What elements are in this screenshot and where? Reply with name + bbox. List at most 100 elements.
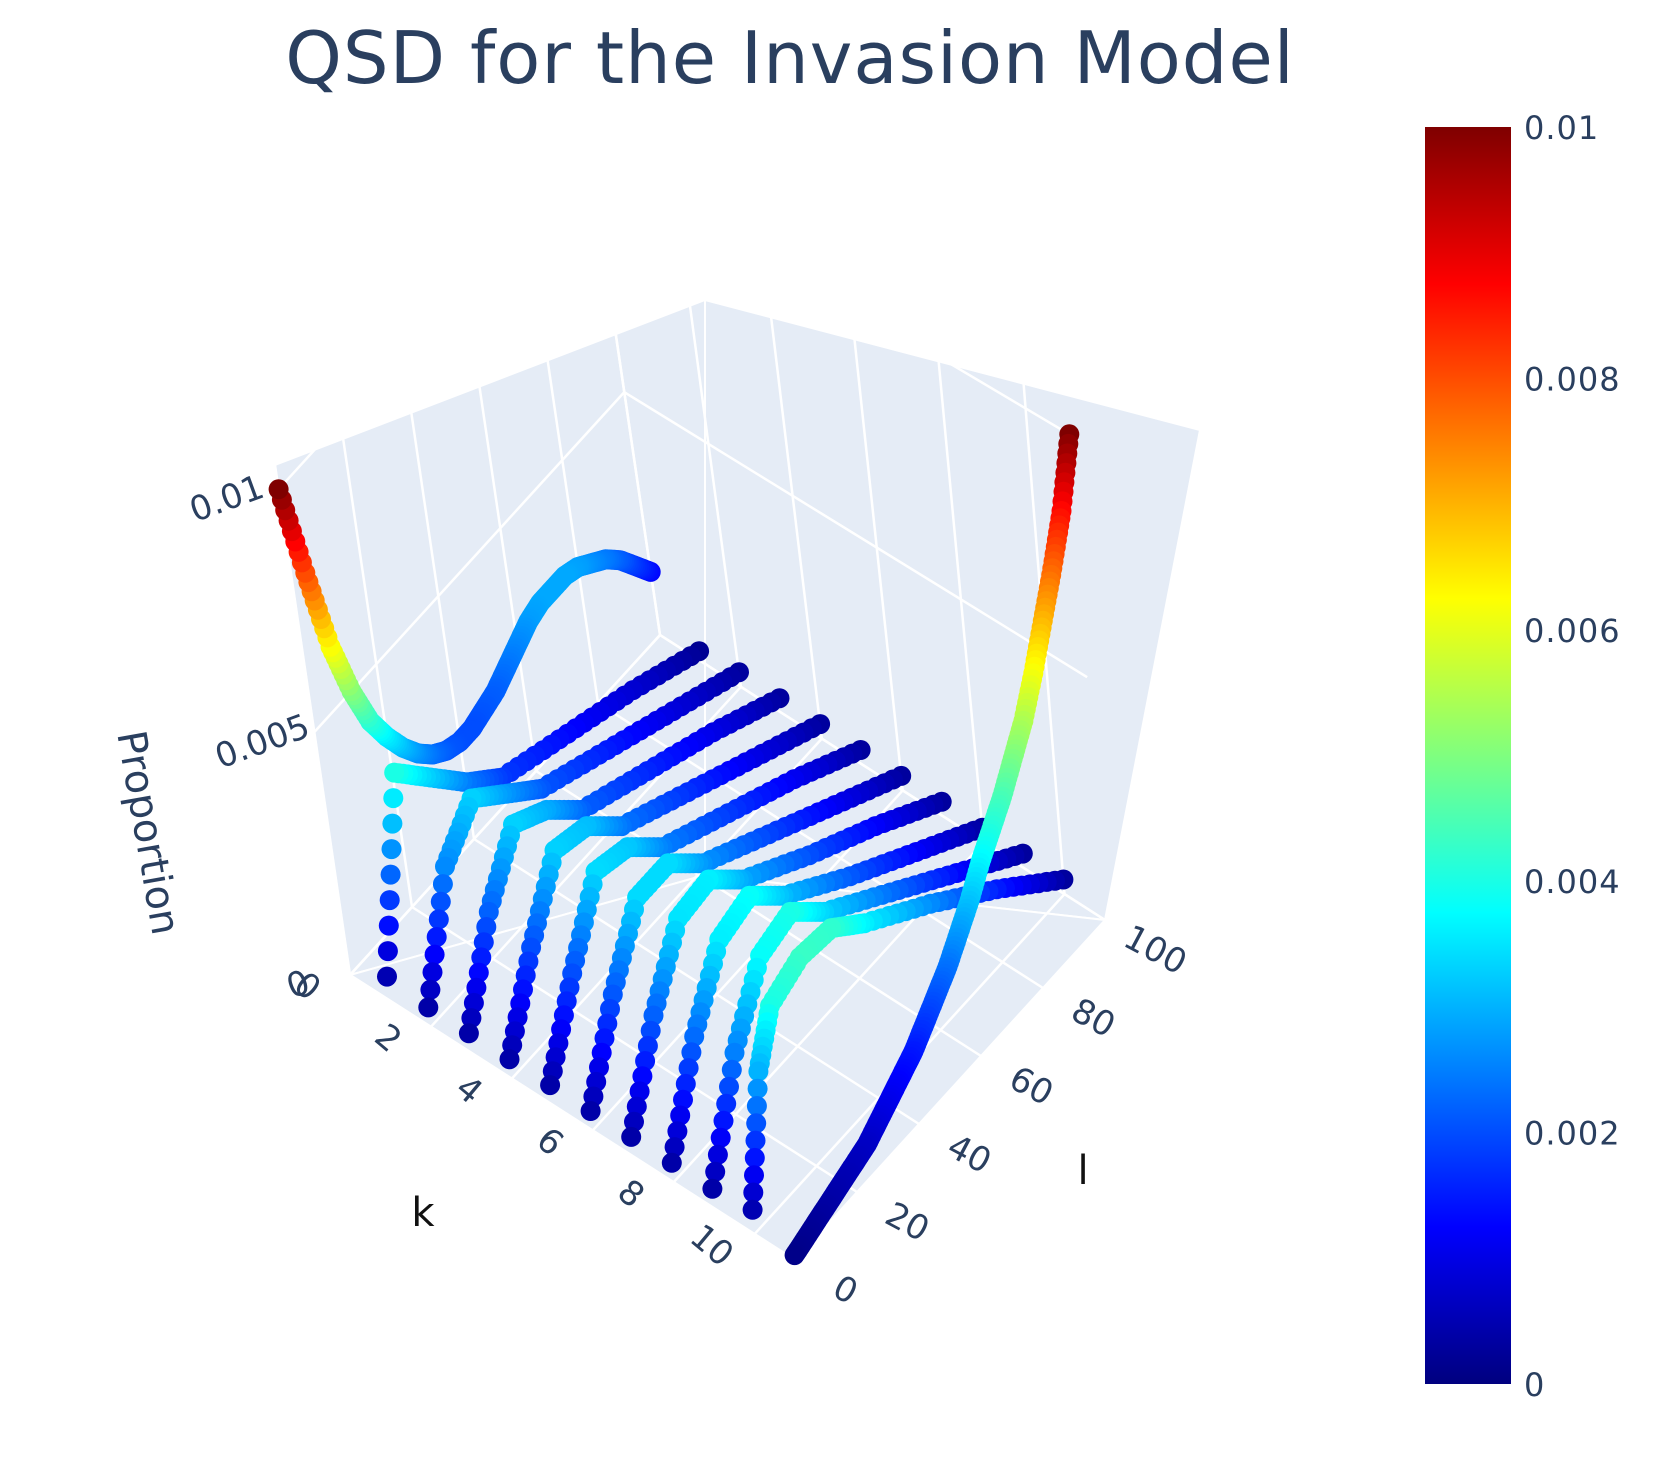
grid-line-wall-k [934,332,985,843]
data-point [380,864,401,885]
data-point [743,1182,764,1203]
data-point [673,1089,693,1110]
data-point [681,1042,702,1063]
data-point [418,997,439,1018]
data-point [461,1008,482,1029]
grid-line-wall-l [397,328,476,840]
data-point [499,1049,520,1070]
y-tick-label: 100 [1117,917,1193,983]
data-point [637,1035,658,1056]
data-point [422,962,443,983]
data-point [624,1111,644,1132]
grid-line-wall-k [846,280,904,791]
data-point [428,909,449,930]
data-point [377,966,397,987]
data-point [664,1137,685,1158]
data-point [744,1147,765,1168]
data-point [432,874,453,895]
grid-line-z-right [587,148,1070,436]
data-point [667,1121,688,1142]
grid-line-wall-k [583,124,662,636]
grid-line-wall-k [671,176,743,687]
grid-line-wall-k [759,228,824,739]
grid-line-z-left [313,391,626,733]
data-point [463,992,484,1013]
data-point [476,917,497,937]
x-tick-label: 2 [367,1016,409,1061]
y-tick-label: 0 [826,1268,864,1313]
data-point [381,839,402,860]
data-point [721,1059,742,1080]
data-point [468,962,489,983]
data-point [748,1061,769,1082]
data-point [377,941,398,962]
data-point [742,1199,763,1220]
z-axis-title: Proportion [107,727,188,938]
data-point [684,1026,705,1047]
data-point [744,1165,764,1186]
data-point [702,1178,723,1199]
data-point [707,1144,728,1165]
colorbar-tick-label: 0.008 [1524,360,1621,398]
data-point [746,1096,767,1116]
data-point [424,944,445,965]
data-point [621,1126,642,1147]
colorbar-ticks: 0 0.002 0.004 0.006 0.008 0.01 [1524,109,1621,1404]
y-tick-label: 20 [879,1194,936,1250]
y-tick-label: 40 [941,1126,998,1182]
data-point [466,977,487,998]
data-point [643,1005,664,1026]
colorbar-tick-label: 0.004 [1524,863,1621,901]
x-tick-label: 8 [610,1172,652,1217]
data-point [784,1245,805,1266]
data-point [747,1078,768,1099]
data-point [384,762,405,783]
data-point [426,927,447,947]
data-point [716,1093,737,1114]
data-point [746,1113,767,1134]
data-point [383,788,404,809]
grid-line-z-left [277,148,590,491]
y-axis-title: l [1077,1148,1088,1194]
colorbar-tick-label: 0.006 [1524,612,1621,650]
data-point [420,979,441,1000]
data-point [379,890,400,911]
grid-line-wall-l [521,192,600,704]
x-tick-label: 10 [682,1216,741,1274]
data-point [670,1105,691,1126]
data-point [661,1152,682,1173]
y-tick-label: 80 [1065,990,1122,1046]
data-point [713,1110,734,1131]
data-point [635,1051,656,1071]
data-point [632,1066,653,1087]
data-point [268,479,289,500]
grid-line-wall-l [273,464,352,976]
y-tick-label: 60 [1003,1058,1060,1114]
x-axis-title: k [411,1190,435,1236]
data-point [382,813,403,834]
data-point [626,1096,647,1117]
grid-line-floor-l [349,973,796,1262]
data-point [458,1023,479,1044]
data-point [430,891,451,912]
data-point [471,947,492,968]
z-tick-label: 0.01 [184,467,269,530]
grid-line-z-right [623,391,1088,679]
data-point [378,915,399,936]
data-points [268,424,1080,1266]
data-point [705,1161,726,1182]
data-point [629,1081,650,1102]
data-point [745,1130,766,1151]
colorbar-tick-label: 0 [1524,1366,1545,1404]
data-point [675,1073,696,1094]
x-tick-label: 4 [448,1068,490,1113]
data-point [435,856,455,877]
x-tick-label: 6 [529,1120,571,1165]
data-point [724,1042,745,1063]
colorbar-tick-label: 0.002 [1524,1115,1621,1153]
data-point [473,932,494,953]
data-point [710,1127,731,1148]
data-point [478,901,499,922]
colorbar [1425,127,1511,1384]
